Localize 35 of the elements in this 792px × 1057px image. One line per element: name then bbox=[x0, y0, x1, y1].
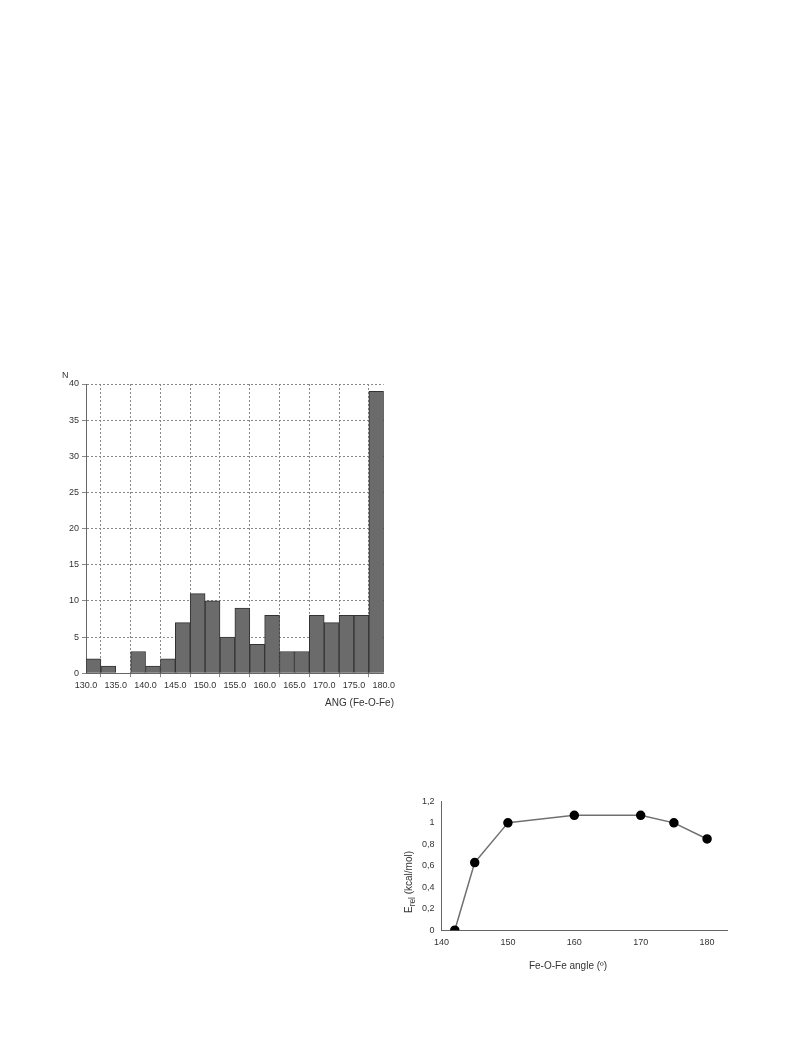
x-tick-label: 150 bbox=[500, 937, 516, 948]
y-tick-label: 35 bbox=[69, 414, 80, 425]
x-tick-label: 145.0 bbox=[164, 680, 187, 691]
y-tick-label: 30 bbox=[69, 450, 80, 461]
y-tick-label: 0 bbox=[429, 924, 435, 935]
y-tick-label: 0,4 bbox=[422, 881, 435, 892]
y-tick-label: 0 bbox=[74, 667, 80, 678]
y-tick-label: 1 bbox=[429, 817, 435, 828]
x-tick-label: 140.0 bbox=[134, 680, 157, 691]
x-tick-label: 180.0 bbox=[372, 680, 395, 691]
x-tick-label: 140 bbox=[434, 937, 450, 948]
y-tick-label: 5 bbox=[74, 631, 80, 642]
x-tick-label: 170.0 bbox=[312, 680, 336, 691]
y-tick-label: 0,2 bbox=[422, 903, 435, 914]
y-axis-title: N bbox=[62, 370, 69, 380]
x-tick-label: 160 bbox=[566, 937, 582, 948]
y-tick-label: 10 bbox=[69, 595, 80, 606]
y-tick-label: 40 bbox=[69, 378, 80, 389]
x-axis-title: ANG (Fe-O-Fe) bbox=[325, 697, 394, 708]
x-tick-label: 155.0 bbox=[223, 680, 247, 691]
x-tick-label: 130.0 bbox=[74, 680, 98, 691]
y-tick-label: 1,2 bbox=[422, 795, 435, 806]
x-tick-label: 165.0 bbox=[283, 680, 306, 691]
y-tick-label: 20 bbox=[69, 523, 80, 534]
x-axis-title: Fe-O-Fe angle (º) bbox=[527, 960, 609, 971]
x-tick-label: 180 bbox=[699, 937, 715, 948]
y-tick-label: 0,8 bbox=[422, 838, 435, 849]
x-tick-label: 175.0 bbox=[342, 680, 366, 691]
x-tick-label: 170 bbox=[633, 937, 649, 948]
y-tick-label: 0,6 bbox=[422, 860, 435, 871]
x-tick-label: 150.0 bbox=[193, 680, 217, 691]
y-tick-label: 15 bbox=[69, 559, 80, 570]
x-tick-label: 160.0 bbox=[253, 680, 276, 691]
y-tick-label: 25 bbox=[69, 486, 80, 497]
x-tick-label: 135.0 bbox=[104, 680, 128, 691]
